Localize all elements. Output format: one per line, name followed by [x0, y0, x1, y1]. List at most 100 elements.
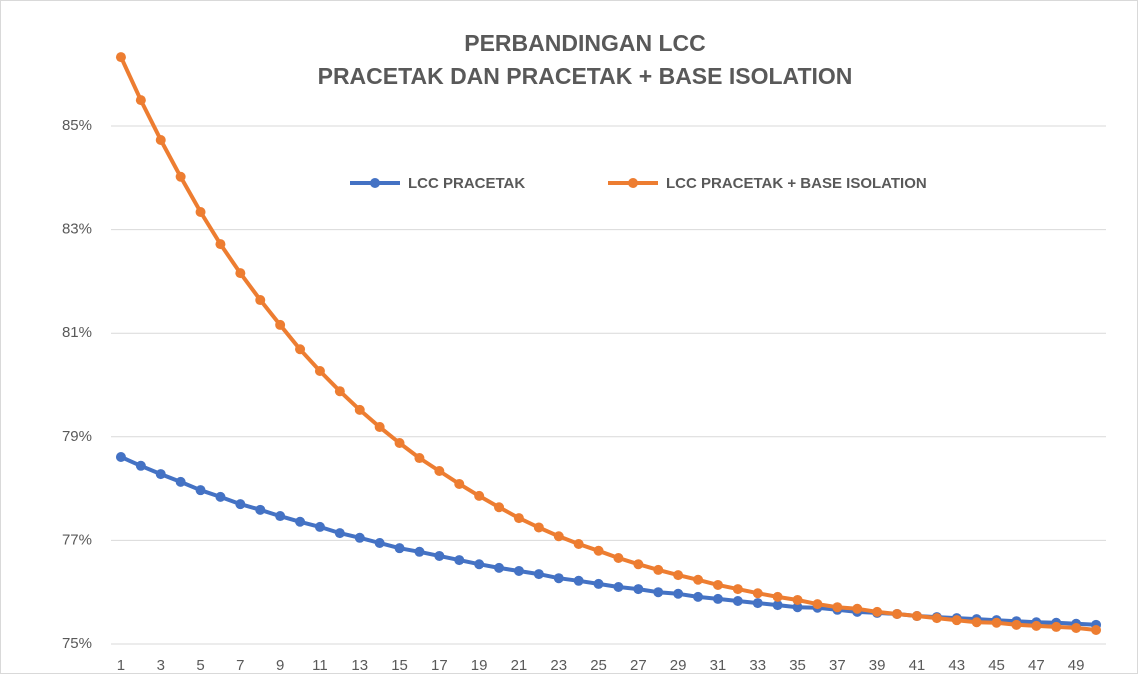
point-marker — [115, 452, 126, 463]
point-marker — [275, 511, 286, 522]
point-marker — [374, 537, 385, 548]
point-marker — [971, 617, 982, 628]
x-tick-label: 11 — [312, 657, 328, 674]
point-marker — [295, 516, 306, 527]
point-marker — [314, 366, 325, 377]
point-marker — [693, 574, 704, 585]
point-marker — [792, 594, 803, 605]
point-marker — [414, 546, 425, 557]
x-tick-label: 3 — [157, 657, 165, 674]
point-marker — [712, 579, 723, 590]
point-marker — [653, 587, 664, 598]
point-marker — [951, 615, 962, 626]
point-marker — [235, 268, 246, 279]
point-marker — [334, 386, 345, 397]
point-marker — [1091, 625, 1102, 636]
point-marker — [792, 602, 803, 613]
y-tick-label: 81% — [62, 324, 92, 341]
point-marker — [533, 569, 544, 580]
x-tick-label: 7 — [236, 657, 244, 674]
legend-label: LCC PRACETAK + BASE ISOLATION — [666, 175, 927, 192]
point-marker — [553, 531, 564, 542]
point-marker — [991, 617, 1002, 628]
x-tick-label: 13 — [351, 657, 368, 674]
point-marker — [633, 559, 644, 570]
point-marker — [155, 469, 166, 480]
x-tick-label: 31 — [710, 657, 727, 674]
x-tick-label: 17 — [431, 657, 448, 674]
x-tick-label: 21 — [511, 657, 528, 674]
point-marker — [494, 562, 505, 573]
point-marker — [434, 465, 445, 476]
x-tick-label: 15 — [391, 657, 408, 674]
x-tick-label: 29 — [670, 657, 687, 674]
point-marker — [115, 52, 126, 63]
point-marker — [732, 596, 743, 607]
point-marker — [255, 295, 266, 306]
point-marker — [434, 550, 445, 561]
point-marker — [593, 578, 604, 589]
point-marker — [752, 598, 763, 609]
point-marker — [593, 545, 604, 556]
x-tick-label: 37 — [829, 657, 846, 674]
point-marker — [494, 502, 505, 513]
legend-label: LCC PRACETAK — [408, 175, 525, 192]
y-tick-label: 77% — [62, 531, 92, 548]
point-marker — [613, 553, 624, 564]
point-marker — [752, 588, 763, 599]
legend-marker — [628, 178, 638, 188]
point-marker — [314, 521, 325, 532]
x-tick-label: 27 — [630, 657, 647, 674]
point-marker — [215, 239, 226, 250]
point-marker — [1011, 619, 1022, 630]
x-tick-label: 35 — [789, 657, 806, 674]
point-marker — [454, 555, 465, 566]
point-marker — [931, 613, 942, 624]
y-tick-label: 85% — [62, 117, 92, 134]
point-marker — [215, 491, 226, 502]
point-marker — [573, 575, 584, 586]
point-marker — [673, 570, 684, 581]
point-marker — [414, 453, 425, 464]
point-marker — [852, 603, 863, 614]
point-marker — [513, 565, 524, 576]
point-marker — [832, 602, 843, 613]
point-marker — [135, 460, 146, 471]
point-marker — [235, 499, 246, 510]
point-marker — [712, 593, 723, 604]
point-marker — [1071, 622, 1082, 633]
point-marker — [175, 476, 186, 487]
point-marker — [195, 206, 206, 217]
point-marker — [573, 539, 584, 550]
point-marker — [295, 344, 306, 355]
x-tick-label: 1 — [117, 657, 125, 674]
point-marker — [175, 171, 186, 182]
point-marker — [633, 584, 644, 595]
point-marker — [155, 134, 166, 145]
x-tick-label: 19 — [471, 657, 488, 674]
point-marker — [354, 404, 365, 415]
x-tick-label: 33 — [749, 657, 766, 674]
x-tick-label: 45 — [988, 657, 1005, 674]
y-tick-label: 75% — [62, 635, 92, 652]
point-marker — [394, 543, 405, 554]
point-marker — [812, 599, 823, 610]
point-marker — [533, 522, 544, 533]
point-marker — [374, 421, 385, 432]
point-marker — [1031, 620, 1042, 631]
chart-title: PERBANDINGAN LCC — [464, 30, 706, 56]
point-marker — [474, 559, 485, 570]
x-tick-label: 25 — [590, 657, 607, 674]
point-marker — [474, 490, 485, 501]
x-tick-label: 43 — [948, 657, 965, 674]
point-marker — [553, 573, 564, 584]
chart-title: PRACETAK DAN PRACETAK + BASE ISOLATION — [318, 63, 853, 89]
point-marker — [872, 606, 883, 617]
point-marker — [394, 438, 405, 449]
point-marker — [275, 319, 286, 330]
point-marker — [513, 513, 524, 524]
point-marker — [673, 588, 684, 599]
